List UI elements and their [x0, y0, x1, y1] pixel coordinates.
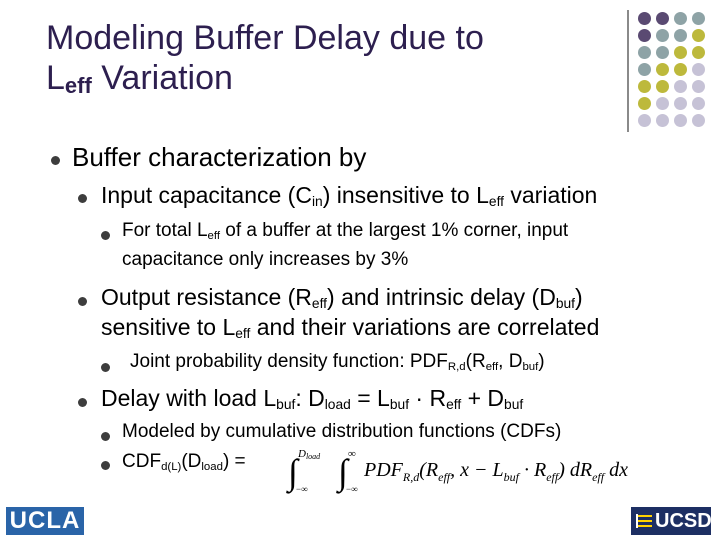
bullet-delay-with-load: Delay with load Lbuf: Dload = Lbuf · Ref… — [101, 385, 524, 412]
bullet-dot — [101, 231, 110, 240]
decorative-dot — [656, 114, 669, 127]
integral-sign-outer: ∫ — [286, 452, 300, 494]
decorative-dot — [674, 80, 687, 93]
decorative-dot — [674, 63, 687, 76]
decorative-dot — [656, 46, 669, 59]
decorative-dot — [674, 12, 687, 25]
ucsd-logo: UCSD — [631, 507, 712, 535]
ucla-logo: UCLA — [6, 507, 84, 535]
decorative-dot — [692, 97, 705, 110]
bullet-dot — [101, 363, 110, 372]
title-divider — [627, 10, 629, 132]
cdf-integral-formula: ∫ Dload −∞ ∫ ∞ −∞ PDFR,d(Reff, x − Lbuf … — [286, 448, 628, 494]
bullet-dot — [101, 432, 110, 441]
integral-sign-inner: ∫ — [336, 452, 350, 494]
decorative-dot — [674, 29, 687, 42]
outer-upper-limit: Dload — [297, 448, 321, 461]
decorative-dot — [692, 12, 705, 25]
bullet-output-resistance: Output resistance (Reff) and intrinsic d… — [101, 284, 583, 311]
bullet-buffer-characterization: Buffer characterization by — [72, 142, 367, 172]
decorative-dot — [674, 114, 687, 127]
decorative-dot — [638, 12, 651, 25]
bullet-joint-pdf: Joint probability density function: PDFR… — [130, 351, 545, 373]
decorative-dot — [638, 29, 651, 42]
decorative-dot — [692, 63, 705, 76]
inner-upper-limit: ∞ — [348, 448, 356, 460]
bullet-input-capacitance: Input capacitance (Cin) insensitive to L… — [101, 182, 598, 209]
bullet-dot — [78, 398, 87, 407]
title-line-2-main: L — [46, 59, 65, 97]
decorative-dot — [638, 114, 651, 127]
decorative-dot — [692, 114, 705, 127]
bullet-total-leff-line2: capacitance only increases by 3% — [122, 249, 409, 270]
formula-integrand: PDFR,d(Reff, x − Lbuf · Reff) dReff dx — [363, 459, 628, 484]
bullet-dot — [78, 297, 87, 306]
bullet-total-leff: For total Leff of a buffer at the larges… — [122, 220, 569, 242]
outer-lower-limit: −∞ — [296, 484, 308, 494]
slide-title: Modeling Buffer Delay due to Leff Variat… — [46, 18, 606, 106]
bullet-cdf-model: Modeled by cumulative distribution funct… — [122, 421, 562, 442]
decorative-dot — [656, 12, 669, 25]
ucsd-wordmark: UCSD — [655, 510, 712, 532]
bullet-cdf-definition: CDFd(L)(Dload) = — [122, 451, 246, 473]
bullet-output-resistance-line2: sensitive to Leff and their variations a… — [101, 314, 600, 341]
bullet-dot — [51, 156, 60, 165]
decorative-dot — [674, 97, 687, 110]
decorative-dot — [638, 63, 651, 76]
decorative-dot — [638, 97, 651, 110]
decorative-dot — [656, 29, 669, 42]
bullet-dot — [78, 194, 87, 203]
title-line-2-rest: Variation — [91, 59, 233, 97]
bullet-dot — [101, 461, 110, 470]
ucsd-trident-icon — [636, 514, 652, 528]
decorative-dot — [638, 80, 651, 93]
decorative-dot — [656, 80, 669, 93]
decorative-dot — [692, 80, 705, 93]
title-line-2-sub: eff — [64, 73, 92, 98]
decorative-dot — [638, 46, 651, 59]
inner-lower-limit: −∞ — [346, 484, 358, 494]
decorative-dot — [692, 29, 705, 42]
decorative-dot — [692, 46, 705, 59]
title-line-1: Modeling Buffer Delay due to — [46, 19, 484, 57]
decorative-dot — [674, 46, 687, 59]
decorative-dot — [656, 97, 669, 110]
decorative-dot — [656, 63, 669, 76]
